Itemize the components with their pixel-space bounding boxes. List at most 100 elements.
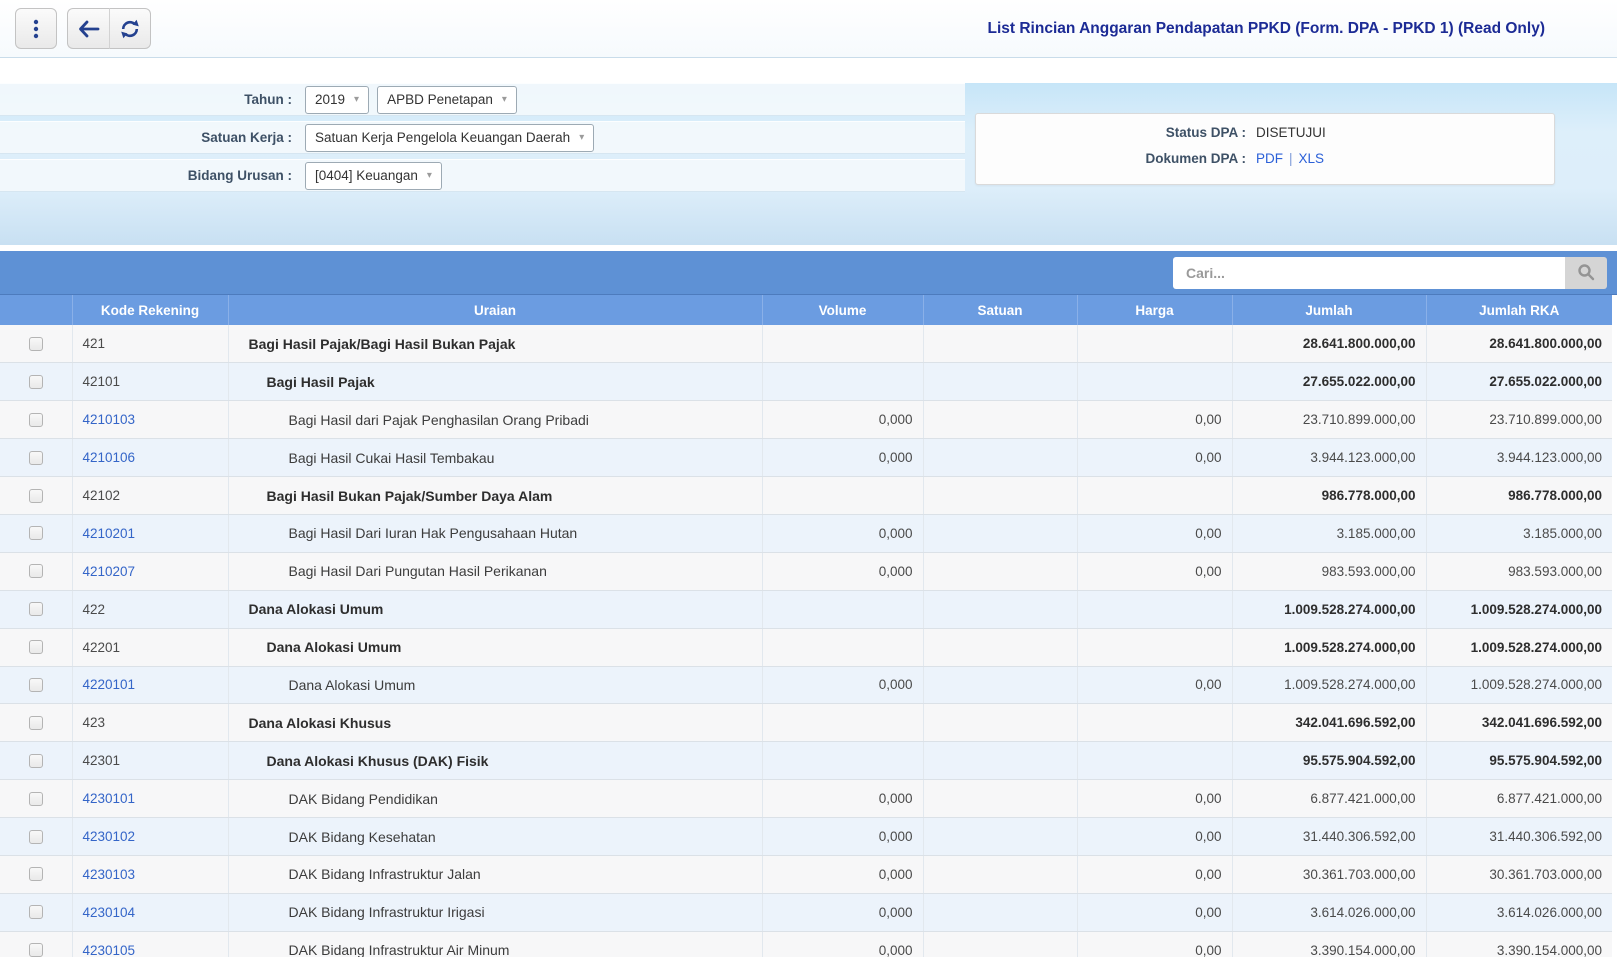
- row-checkbox[interactable]: [28, 412, 43, 427]
- row-checkbox[interactable]: [28, 715, 43, 730]
- row-checkbox[interactable]: [28, 791, 43, 806]
- search-icon: [1577, 263, 1595, 284]
- tahun-select[interactable]: 2019 ▾: [305, 85, 370, 114]
- search-input[interactable]: [1173, 257, 1565, 289]
- row-volume: 0,000: [762, 666, 924, 705]
- row-checkbox[interactable]: [28, 488, 43, 503]
- row-code[interactable]: 4230105: [82, 942, 136, 957]
- row-jumlah: 3.944.123.000,00: [1232, 438, 1427, 478]
- row-jumlah-rka: 31.440.306.592,00: [1426, 817, 1612, 856]
- chevron-down-icon: ▾: [579, 132, 585, 143]
- row-checkbox[interactable]: [28, 526, 43, 541]
- row-jumlah-rka: 95.575.904.592,00: [1426, 741, 1612, 781]
- bidang-urusan-label: Bidang Urusan :: [187, 168, 292, 183]
- row-jumlah: 342.041.696.592,00: [1232, 703, 1427, 743]
- bidang-urusan-select[interactable]: [0404] Keuangan ▾: [305, 161, 442, 190]
- row-code[interactable]: 4210207: [82, 563, 136, 579]
- row-harga: [1077, 476, 1233, 515]
- satuan-kerja-select[interactable]: Satuan Kerja Pengelola Keuangan Daerah ▾: [305, 123, 595, 152]
- header-volume[interactable]: Volume: [761, 295, 923, 325]
- row-harga: 0,00: [1077, 400, 1233, 440]
- table-row: 422 Dana Alokasi Umum 1.009.528.274.000,…: [0, 590, 1612, 629]
- row-code[interactable]: 4230103: [82, 866, 136, 882]
- row-code: 422: [82, 601, 106, 617]
- row-uraian: DAK Bidang Infrastruktur Air Minum: [288, 942, 510, 957]
- row-volume: 0,000: [762, 779, 924, 819]
- header-kode-rekening[interactable]: Kode Rekening: [71, 295, 228, 325]
- row-checkbox[interactable]: [28, 450, 43, 465]
- row-jumlah: 3.614.026.000,00: [1232, 893, 1427, 932]
- row-code[interactable]: 4210106: [82, 450, 136, 466]
- header-jumlah[interactable]: Jumlah: [1231, 295, 1426, 325]
- header-uraian[interactable]: Uraian: [227, 295, 762, 325]
- row-checkbox[interactable]: [28, 640, 43, 655]
- row-volume: 0,000: [762, 514, 924, 553]
- chevron-down-icon: ▾: [501, 94, 507, 105]
- row-checkbox[interactable]: [28, 677, 43, 692]
- table-row: 4210201 Bagi Hasil Dari Iuran Hak Pengus…: [0, 514, 1612, 553]
- row-volume: [762, 476, 924, 515]
- row-uraian: Bagi Hasil dari Pajak Penghasilan Orang …: [288, 411, 589, 428]
- row-checkbox[interactable]: [28, 602, 43, 617]
- row-satuan: [923, 362, 1078, 402]
- row-code[interactable]: 4210103: [82, 412, 136, 428]
- apbd-stage-value: APBD Penetapan: [387, 92, 493, 107]
- row-code: 42102: [82, 488, 121, 503]
- arrow-left-icon: [77, 18, 101, 40]
- row-checkbox[interactable]: [28, 943, 43, 957]
- row-satuan: [923, 552, 1078, 591]
- row-jumlah: 31.440.306.592,00: [1232, 817, 1427, 856]
- search-button[interactable]: [1565, 257, 1607, 289]
- filter-row-satuan-kerja: Satuan Kerja : Satuan Kerja Pengelola Ke…: [0, 121, 965, 154]
- refresh-button[interactable]: [109, 8, 151, 49]
- row-uraian: Dana Alokasi Khusus (DAK) Fisik: [266, 752, 489, 769]
- row-code[interactable]: 4230102: [82, 829, 136, 845]
- header-jumlah-rka[interactable]: Jumlah RKA: [1425, 295, 1612, 325]
- row-volume: [762, 362, 924, 402]
- row-satuan: [923, 514, 1078, 553]
- header-harga[interactable]: Harga: [1076, 295, 1232, 325]
- table-row: 423 Dana Alokasi Khusus 342.041.696.592,…: [0, 703, 1612, 743]
- row-checkbox[interactable]: [28, 829, 43, 844]
- tahun-select-value: 2019: [315, 92, 346, 107]
- row-jumlah: 95.575.904.592,00: [1232, 741, 1427, 781]
- row-satuan: [923, 400, 1078, 440]
- row-jumlah-rka: 28.641.800.000,00: [1426, 325, 1612, 364]
- row-jumlah-rka: 1.009.528.274.000,00: [1426, 628, 1612, 667]
- menu-button[interactable]: [15, 8, 57, 49]
- top-toolbar: List Rincian Anggaran Pendapatan PPKD (F…: [0, 0, 1617, 58]
- row-checkbox[interactable]: [28, 336, 43, 351]
- row-jumlah-rka: 30.361.703.000,00: [1426, 855, 1612, 894]
- table-row: 421 Bagi Hasil Pajak/Bagi Hasil Bukan Pa…: [0, 325, 1612, 364]
- link-separator: |: [1289, 151, 1293, 166]
- row-uraian: Dana Alokasi Umum: [248, 601, 384, 618]
- pdf-link[interactable]: PDF: [1256, 151, 1283, 166]
- search-bar: [0, 251, 1617, 295]
- row-code[interactable]: 4230104: [82, 904, 136, 920]
- row-volume: 0,000: [762, 552, 924, 591]
- row-code[interactable]: 4210201: [82, 525, 136, 541]
- status-dpa-value: DISETUJUI: [1256, 125, 1326, 140]
- row-checkbox[interactable]: [28, 867, 43, 882]
- row-checkbox[interactable]: [28, 753, 43, 768]
- row-harga: 0,00: [1077, 438, 1233, 478]
- row-code[interactable]: 4220101: [82, 677, 136, 693]
- row-checkbox[interactable]: [28, 905, 43, 920]
- row-checkbox[interactable]: [28, 374, 43, 389]
- row-jumlah: 28.641.800.000,00: [1232, 325, 1427, 364]
- row-jumlah: 3.185.000,00: [1232, 514, 1427, 553]
- status-panel: Status DPA : DISETUJUI Dokumen DPA : PDF…: [975, 113, 1555, 185]
- row-checkbox[interactable]: [28, 564, 43, 579]
- row-satuan: [923, 703, 1078, 743]
- back-button[interactable]: [67, 8, 109, 49]
- row-satuan: [923, 931, 1078, 957]
- header-satuan[interactable]: Satuan: [922, 295, 1077, 325]
- row-uraian: Bagi Hasil Cukai Hasil Tembakau: [288, 449, 495, 466]
- apbd-stage-select[interactable]: APBD Penetapan ▾: [377, 85, 517, 114]
- row-code[interactable]: 4230101: [82, 791, 136, 807]
- row-uraian: Bagi Hasil Dari Iuran Hak Pengusahaan Hu…: [288, 525, 578, 542]
- row-jumlah-rka: 6.877.421.000,00: [1426, 779, 1612, 819]
- xls-link[interactable]: XLS: [1298, 151, 1325, 166]
- row-satuan: [923, 779, 1078, 819]
- row-volume: 0,000: [762, 893, 924, 932]
